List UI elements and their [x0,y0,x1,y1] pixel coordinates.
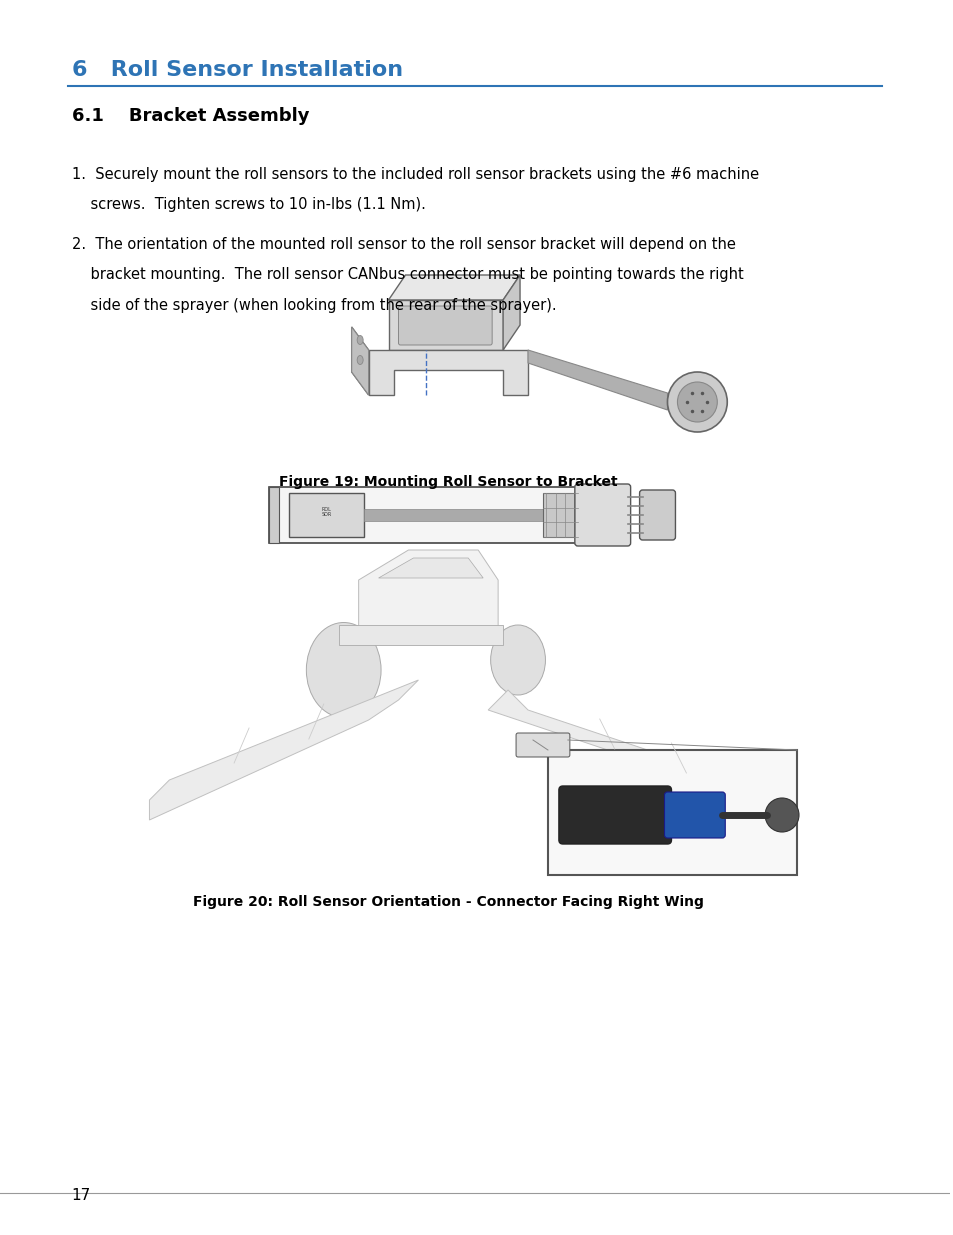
Text: screws.  Tighten screws to 10 in-lbs (1.1 Nm).: screws. Tighten screws to 10 in-lbs (1.1… [71,198,425,212]
Polygon shape [378,558,482,578]
FancyBboxPatch shape [388,300,502,350]
Text: 17: 17 [71,1188,91,1203]
FancyBboxPatch shape [363,509,542,521]
Ellipse shape [356,336,363,345]
Ellipse shape [306,622,380,718]
FancyBboxPatch shape [289,493,363,537]
Polygon shape [352,327,368,395]
Polygon shape [358,550,497,640]
FancyBboxPatch shape [398,306,492,345]
FancyBboxPatch shape [547,750,796,876]
Circle shape [677,382,717,422]
Text: 6   Roll Sensor Installation: 6 Roll Sensor Installation [71,61,402,80]
FancyBboxPatch shape [639,490,675,540]
FancyBboxPatch shape [575,484,630,546]
Text: 6.1    Bracket Assembly: 6.1 Bracket Assembly [71,107,309,125]
FancyBboxPatch shape [269,487,627,543]
Circle shape [667,372,726,432]
Text: 1.  Securely mount the roll sensors to the included roll sensor brackets using t: 1. Securely mount the roll sensors to th… [71,167,758,182]
FancyBboxPatch shape [338,625,502,645]
Polygon shape [150,680,418,820]
Text: ROL
SOR: ROL SOR [321,506,332,517]
Ellipse shape [490,625,545,695]
Text: Figure 19: Mounting Roll Sensor to Bracket: Figure 19: Mounting Roll Sensor to Brack… [278,475,617,489]
FancyBboxPatch shape [664,792,724,839]
FancyBboxPatch shape [269,487,278,543]
Polygon shape [527,350,667,410]
Polygon shape [502,275,519,350]
Text: Figure 20: Roll Sensor Orientation - Connector Facing Right Wing: Figure 20: Roll Sensor Orientation - Con… [193,895,703,909]
FancyBboxPatch shape [516,734,569,757]
Polygon shape [388,275,519,300]
FancyBboxPatch shape [558,785,671,844]
Polygon shape [488,690,766,815]
Text: bracket mounting.  The roll sensor CANbus connector must be pointing towards the: bracket mounting. The roll sensor CANbus… [71,268,742,283]
Text: 2.  The orientation of the mounted roll sensor to the roll sensor bracket will d: 2. The orientation of the mounted roll s… [71,237,735,252]
Text: side of the sprayer (when looking from the rear of the sprayer).: side of the sprayer (when looking from t… [71,298,556,312]
Polygon shape [352,327,368,395]
Polygon shape [368,350,527,395]
Ellipse shape [356,356,363,364]
Circle shape [764,798,799,832]
FancyBboxPatch shape [542,493,578,537]
